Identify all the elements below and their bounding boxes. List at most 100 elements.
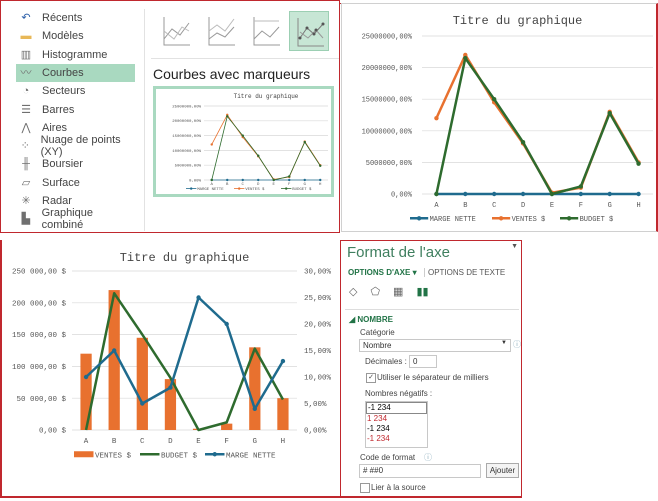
data-point — [257, 155, 259, 157]
chart-category-label: Courbes — [42, 67, 84, 79]
data-point — [319, 165, 321, 167]
list-item[interactable]: -1 234 — [366, 434, 427, 444]
divider — [345, 309, 519, 310]
y-tick-label: 10000000,00% — [172, 150, 201, 154]
tab-text-options[interactable]: OPTIONS DE TEXTE — [424, 268, 505, 277]
subtype-line[interactable] — [156, 11, 196, 51]
list-item[interactable]: -1 234 — [366, 402, 427, 414]
pane-icon-row: ◇ ⬠ ▦ ▮▮ — [349, 285, 429, 298]
x-tick-label: C — [140, 438, 145, 446]
chart-category-item[interactable]: ▥Histogramme — [16, 46, 135, 64]
chart-category-item[interactable]: ▙Graphique combiné — [16, 210, 135, 228]
pane-title: Format de l'axe — [347, 244, 450, 261]
data-point — [273, 179, 275, 181]
x-tick-label: E — [273, 183, 276, 187]
thousands-separator-checkbox[interactable]: ✓ — [366, 373, 376, 383]
chart-category-item[interactable]: 〰Courbes — [16, 64, 135, 82]
x-tick-label: B — [463, 202, 467, 210]
legend-marker — [238, 187, 240, 189]
data-point — [463, 56, 467, 60]
pane-menu-icon[interactable]: ▼ — [511, 243, 518, 250]
chart-category-label: Barres — [42, 104, 74, 116]
chart-category-label: Secteurs — [42, 85, 85, 97]
link-source-checkbox[interactable] — [360, 483, 370, 493]
data-point — [319, 179, 321, 181]
subtype-100-stacked-line[interactable] — [246, 11, 286, 51]
chevron-down-icon: ▼ — [501, 340, 507, 346]
data-point — [168, 385, 172, 389]
chart-category-item[interactable]: ╫ Boursier — [16, 155, 135, 173]
x-tick-label: A — [211, 183, 214, 187]
x-tick-label: B — [112, 438, 117, 446]
data-point — [211, 143, 213, 145]
format-axis-pane: Format de l'axe ▼ OPTIONS D'AXE ▾ OPTION… — [340, 240, 522, 498]
legend-label: BUDGET $ — [161, 452, 198, 460]
data-point — [521, 192, 525, 196]
legend-marker — [190, 187, 192, 189]
decimals-input[interactable]: 0 — [409, 355, 437, 368]
chart-category-label: Boursier — [42, 158, 83, 170]
data-point — [224, 322, 228, 326]
subtype-line-with-markers[interactable] — [289, 11, 329, 51]
negatives-label: Nombres négatifs : — [365, 389, 432, 398]
tab-axis-options[interactable]: OPTIONS D'AXE ▾ — [348, 268, 417, 277]
data-point — [607, 192, 611, 196]
data-point — [288, 175, 290, 177]
x-tick-label: D — [521, 202, 525, 210]
effects-icon[interactable]: ⬠ — [370, 285, 380, 298]
chart-category-item[interactable]: ↶Récents — [16, 9, 135, 27]
data-point — [288, 179, 290, 181]
chart-category-item[interactable]: ▬Modèles — [16, 27, 135, 45]
category-value: Nombre — [363, 341, 391, 350]
chart-category-label: Graphique combiné — [42, 207, 135, 231]
add-button[interactable]: Ajouter — [486, 463, 519, 478]
x-tick-label: F — [579, 202, 583, 210]
series-line — [212, 115, 321, 180]
format-code-input[interactable]: # ##0 — [359, 464, 481, 478]
x-tick-label: G — [304, 183, 307, 187]
y-tick-label: 25000000,00% — [172, 105, 201, 109]
legend-label: VENTES $ — [95, 452, 132, 460]
x-tick-label: E — [196, 438, 201, 446]
category-select[interactable]: Nombre ▼ — [359, 339, 511, 352]
list-item[interactable]: -1 234 — [366, 424, 427, 434]
negative-numbers-list[interactable]: -1 234 1 234 -1 234 -1 234 — [365, 401, 428, 448]
legend-label: BUDGET $ — [580, 216, 614, 224]
chart-category-item[interactable]: ☰Barres — [16, 101, 135, 119]
chart-category-label: Modèles — [42, 30, 84, 42]
pie-chart-icon: ◔ — [19, 85, 33, 97]
data-point — [304, 141, 306, 143]
axis-options-icon[interactable]: ▮▮ — [416, 285, 428, 298]
data-point — [226, 179, 228, 181]
data-point — [211, 179, 213, 181]
bar — [277, 398, 288, 430]
data-point — [257, 179, 259, 181]
data-point — [242, 134, 244, 136]
y-tick-label: 150 000,00 $ — [12, 332, 67, 340]
size-properties-icon[interactable]: ▦ — [393, 285, 403, 298]
legend-label: BUDGET $ — [292, 187, 312, 192]
list-item[interactable]: 1 234 — [366, 414, 427, 424]
subtype-stacked-line[interactable] — [201, 11, 241, 51]
stock-chart-icon: ╫ — [19, 158, 33, 170]
insert-chart-dialog: ↶Récents▬Modèles▥Histogramme〰Courbes ◔ Sec… — [0, 0, 340, 233]
stacked-100-line-subtype-icon — [246, 11, 286, 51]
y2-tick-label: 25,00% — [304, 295, 332, 303]
chart-category-item[interactable]: ⁘Nuage de points (XY) — [16, 137, 135, 155]
y-tick-label: 250 000,00 $ — [12, 269, 67, 277]
x-tick-label: A — [434, 202, 439, 210]
section-nombre[interactable]: ◢ NOMBRE — [349, 315, 393, 324]
fill-line-icon[interactable]: ◇ — [349, 285, 357, 298]
y-tick-label: 20000000,00% — [172, 120, 201, 124]
data-point — [281, 359, 285, 363]
y-tick-label: 15000000,00% — [172, 135, 201, 139]
category-label: Catégorie — [360, 328, 395, 337]
chart-category-item[interactable]: ◔ Secteurs — [16, 82, 135, 100]
legend-marker — [567, 216, 571, 220]
y-tick-label: 50 000,00 $ — [16, 396, 66, 404]
scatter-chart-icon: ⁘ — [19, 140, 32, 152]
chart-category-item[interactable]: ▱Surface — [16, 174, 135, 192]
